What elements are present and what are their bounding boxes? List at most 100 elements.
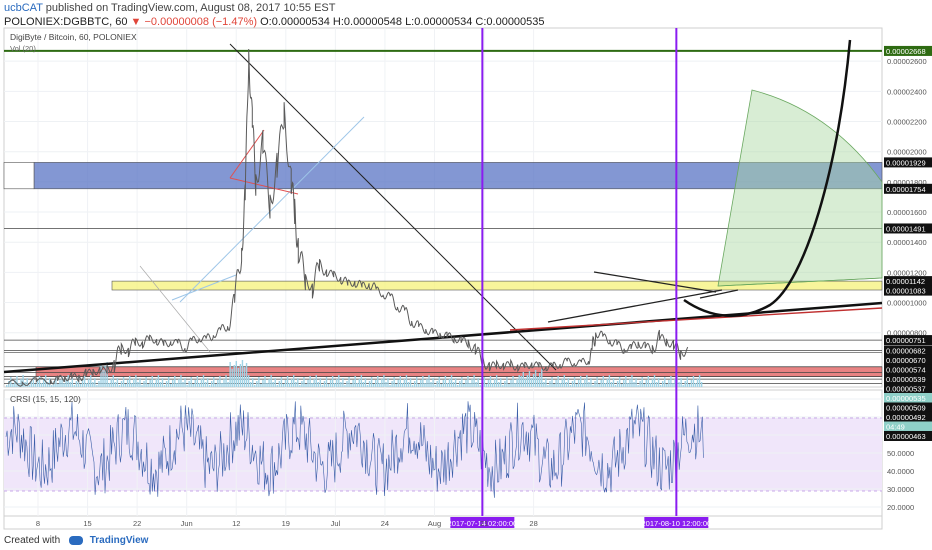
volume-bar [651,379,654,387]
volume-bar [200,379,203,387]
volume-bar [590,378,592,387]
y-tick-label: 0.00002200 [887,118,927,127]
volume-bar [344,385,346,387]
volume-bar [8,381,10,387]
volume-bar [69,382,71,387]
volume-bar [309,376,311,387]
volume-bar [262,380,264,387]
volume-bar [362,382,365,387]
volume-bar [192,384,194,387]
volume-bar [112,375,114,387]
volume-bar [61,376,63,387]
author-link[interactable]: ucbCAT [4,2,43,14]
volume-bar [557,376,559,387]
published-text: published on TradingView.com, August 08,… [45,2,336,14]
volume-bar [342,378,344,387]
volume-bar [313,379,315,387]
volume-bar [416,377,418,387]
x-tick-label: 12 [232,519,240,528]
volume-bar [176,383,178,387]
volume-bar [223,379,225,387]
vertical-marker-2-label-bg [644,517,709,528]
volume-bar [491,383,494,387]
volume-bar [346,381,348,387]
volume-bar [317,382,319,387]
symbol-interval: POLONIEX:DGBBTC, 60 [4,16,128,28]
x-tick-label: 28 [529,519,537,528]
x-tick-label: 19 [282,519,290,528]
y-tick-label: 0.00002400 [887,87,927,96]
right-axis-label-bg [884,157,932,168]
volume-bar [506,377,508,387]
ohlc-values: O:0.00000534 H:0.00000548 L:0.00000534 C… [260,16,545,28]
volume-bar [53,381,55,387]
projection-arc [717,89,883,287]
volume-bar [145,377,147,387]
volume-bar [584,379,586,387]
volume-bar [694,383,697,387]
volume-bar [34,384,37,387]
horizontal-levels [4,49,882,384]
volume-bar [426,379,428,387]
right-axis-label: 0.00001929 [886,158,926,167]
right-axis-labels: 0.00002668 0.00001929 0.00001754 0.00001491… [884,45,932,441]
volume-bar [612,378,615,387]
volume-bar [690,380,693,387]
volume-bar [647,376,650,387]
volume-bar [461,377,463,387]
volume-bar [610,382,613,387]
volume-bar [600,380,602,387]
crsi-tick-label: 20.0000 [887,503,914,512]
volume-bar [284,380,287,387]
volume-bar [586,375,588,387]
volume-bar [225,375,227,387]
crsi-tick-label: 30.0000 [887,485,914,494]
volume-bar [151,376,153,387]
volume-bar [672,383,674,387]
volume-bar [489,376,492,387]
volume-bar [364,378,367,387]
volume-bar [172,380,174,387]
volume-bar [311,383,313,387]
volume-bar [170,384,172,387]
volume-bar [436,381,438,387]
volume-bar [280,377,283,387]
right-axis-label-bg [884,421,932,432]
volume-bar [264,376,266,387]
tradingview-brand[interactable]: TradingView [89,535,149,546]
created-with-text: Created with [4,535,61,546]
volume-bar [635,378,637,387]
volume-bar [282,384,285,387]
volume-bar [459,381,461,387]
main-pane [3,27,883,388]
volume-bar [22,375,24,387]
volume-bar [233,365,235,387]
volume-bar [539,373,541,387]
volume-bar [379,383,381,387]
triangle-upper [593,271,717,293]
volume-bar [14,380,16,387]
volume-bar [118,385,121,387]
volume-bar [381,379,383,387]
fan-line-2 [171,274,237,301]
right-axis-label: 0.00000509 [886,403,926,412]
volume-bar [594,381,596,387]
right-axis-label-bg [884,392,932,403]
volume-bar [18,383,20,387]
volume-bar [534,370,537,387]
volume-bar [420,380,422,387]
volume-bar [555,380,557,387]
volume-bar [559,383,561,387]
volume-bar [288,383,291,387]
right-axis-label-bg [884,411,932,422]
volume-bar [655,382,658,387]
volume-bar [198,383,201,387]
volume-bar [623,380,625,387]
right-axis-label: 0.00000535 [886,394,926,403]
right-axis-label-bg [884,383,932,394]
volume-bar [36,380,39,387]
publish-header: ucbCAT published on TradingView.com, Aug… [4,2,335,14]
volume-bar [268,379,270,387]
volume-bar [565,382,568,387]
